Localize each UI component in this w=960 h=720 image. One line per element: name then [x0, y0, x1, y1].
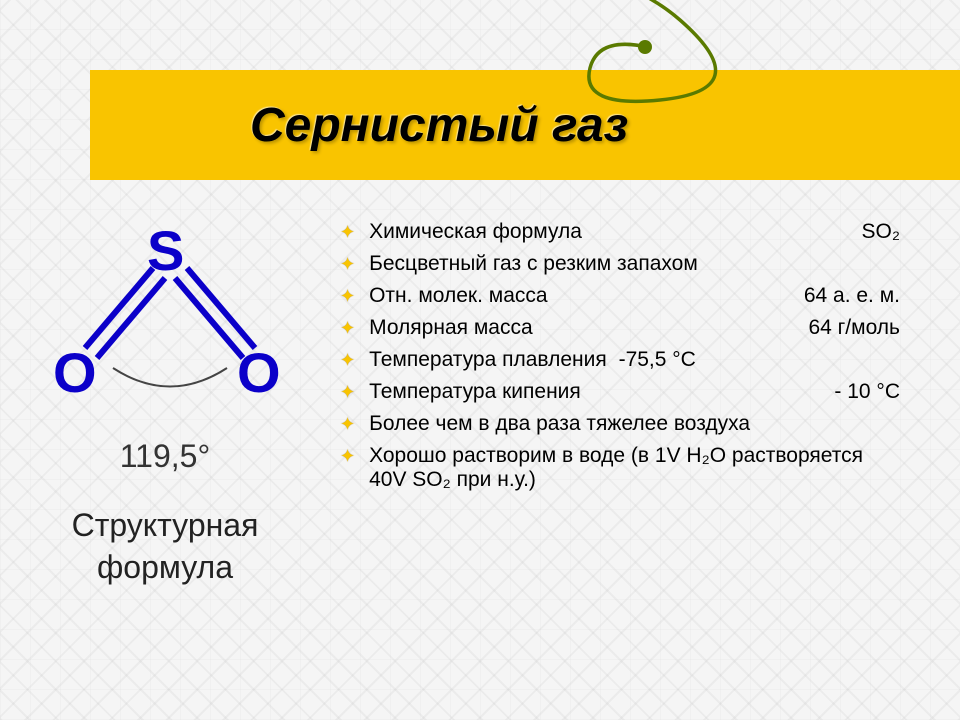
- properties-list: ✦ Химическая формула SO₂ ✦ Бесцветный га…: [340, 220, 900, 492]
- structural-label-line1: Структурная: [72, 507, 259, 543]
- atom-o-left: O: [53, 340, 97, 405]
- content-area: S O O 119,5° Структурная формула ✦ Химич…: [0, 200, 960, 720]
- atom-o-right: O: [237, 340, 281, 405]
- prop-label: Отн. молек. масса: [369, 284, 547, 308]
- property-item: ✦ Отн. молек. масса 64 а. е. м.: [340, 284, 900, 308]
- prop-value: - 10 °C: [834, 380, 900, 404]
- left-column: S O O 119,5° Структурная формула: [0, 200, 330, 720]
- prop-label: Химическая формула: [369, 220, 582, 244]
- bullet-icon: ✦: [340, 446, 355, 467]
- prop-value: SO₂: [862, 220, 901, 244]
- atom-s: S: [147, 218, 184, 283]
- bullet-icon: ✦: [340, 222, 355, 243]
- prop-label: Более чем в два раза тяжелее воздуха: [369, 412, 900, 436]
- bullet-icon: ✦: [340, 350, 355, 371]
- prop-label: Молярная масса: [369, 316, 533, 340]
- structural-label-line2: формула: [97, 549, 233, 585]
- prop-value: -75,5 °C: [619, 348, 696, 371]
- property-item: ✦ Бесцветный газ с резким запахом: [340, 252, 900, 276]
- property-item: ✦ Хорошо растворим в воде (в 1V H₂O раст…: [340, 444, 900, 492]
- prop-value: 64 г/моль: [808, 316, 900, 340]
- prop-label: Температура кипения: [369, 380, 581, 404]
- property-item: ✦ Более чем в два раза тяжелее воздуха: [340, 412, 900, 436]
- bullet-icon: ✦: [340, 414, 355, 435]
- bond-angle-label: 119,5°: [120, 438, 211, 475]
- right-column: ✦ Химическая формула SO₂ ✦ Бесцветный га…: [330, 200, 960, 720]
- property-item: ✦ Молярная масса 64 г/моль: [340, 316, 900, 340]
- property-item: ✦ Температура плавления -75,5 °C: [340, 348, 900, 372]
- prop-value: 64 а. е. м.: [804, 284, 900, 308]
- molecule-diagram: S O O: [35, 230, 295, 430]
- prop-label: Хорошо растворим в воде (в 1V H₂O раство…: [369, 444, 900, 492]
- bullet-icon: ✦: [340, 318, 355, 339]
- decorative-swirl: [420, 0, 840, 140]
- prop-label: Температура плавления: [369, 348, 607, 371]
- bullet-icon: ✦: [340, 254, 355, 275]
- prop-label: Бесцветный газ с резким запахом: [369, 252, 900, 276]
- bullet-icon: ✦: [340, 286, 355, 307]
- bullet-icon: ✦: [340, 382, 355, 403]
- structural-formula-label: Структурная формула: [72, 505, 259, 588]
- property-item: ✦ Температура кипения - 10 °C: [340, 380, 900, 404]
- property-item: ✦ Химическая формула SO₂: [340, 220, 900, 244]
